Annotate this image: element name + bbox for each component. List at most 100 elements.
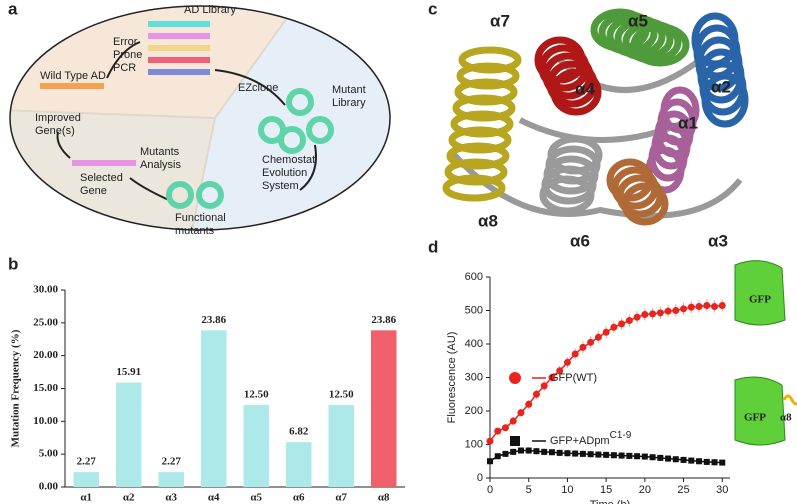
x-tick-label: 5 bbox=[526, 484, 532, 496]
node-label: Error Prone PCR bbox=[113, 36, 142, 74]
node-label: AD Library bbox=[184, 4, 236, 16]
point bbox=[656, 309, 664, 317]
helix-turn bbox=[630, 23, 690, 67]
point bbox=[556, 449, 563, 456]
series-line bbox=[489, 304, 723, 442]
helix-turn bbox=[454, 78, 518, 106]
value-label: 2.27 bbox=[77, 456, 97, 468]
point bbox=[487, 458, 493, 465]
point bbox=[657, 454, 664, 461]
point bbox=[703, 458, 710, 465]
value-label: 23.86 bbox=[201, 314, 226, 326]
x-tick-label: α2 bbox=[123, 492, 135, 504]
y-axis-label: Fluorescence (AU) bbox=[446, 332, 458, 424]
x-tick-label: 15 bbox=[600, 484, 612, 496]
y-tick-label: 500 bbox=[465, 304, 483, 316]
helix-label: α7 bbox=[490, 11, 510, 30]
value-label: 15.91 bbox=[116, 366, 141, 378]
node-label: Functional mutants bbox=[175, 212, 226, 237]
point bbox=[595, 451, 602, 458]
point bbox=[602, 328, 610, 336]
point bbox=[696, 458, 703, 465]
point bbox=[563, 358, 571, 366]
node-label: Chemostat Evolution System bbox=[262, 154, 315, 192]
y-tick-label: 30.00 bbox=[33, 284, 58, 296]
plasmids bbox=[166, 88, 334, 209]
point bbox=[556, 367, 564, 375]
y-tick-label: 10.00 bbox=[33, 415, 58, 427]
node-label: EZclone bbox=[238, 82, 278, 94]
legend-superscript: C1-9 bbox=[610, 430, 632, 441]
x-tick-label: α8 bbox=[378, 492, 390, 504]
x-tick-label: α5 bbox=[250, 492, 262, 504]
point bbox=[649, 310, 657, 318]
point bbox=[680, 305, 688, 313]
helix-turn bbox=[458, 46, 522, 74]
point bbox=[517, 409, 525, 417]
helix-turn bbox=[701, 72, 749, 128]
structure-labels: α1 α2 α3 α4 α5 α6 α7 α8 bbox=[478, 11, 731, 250]
panel-label: d bbox=[428, 237, 438, 256]
helix-turn bbox=[452, 94, 516, 122]
point bbox=[641, 453, 648, 460]
bar bbox=[286, 442, 312, 487]
point bbox=[634, 453, 641, 460]
x-tick-label: 0 bbox=[487, 484, 493, 496]
point bbox=[509, 417, 517, 425]
point bbox=[502, 450, 509, 457]
node-label: Mutant Library bbox=[332, 84, 366, 109]
helix-turn bbox=[448, 126, 512, 154]
point bbox=[533, 448, 540, 455]
point bbox=[719, 459, 726, 466]
y-tick-label: 0 bbox=[477, 472, 483, 484]
point bbox=[680, 456, 687, 463]
point bbox=[571, 350, 579, 358]
y-tick-label: 25.00 bbox=[33, 316, 58, 328]
point bbox=[672, 307, 680, 314]
x-axis-label: Time (h) bbox=[590, 499, 631, 504]
bar bbox=[371, 330, 397, 487]
helix-turn bbox=[450, 110, 514, 138]
y-tick-label: 0.00 bbox=[39, 481, 59, 493]
helix-turn bbox=[550, 68, 602, 116]
point bbox=[610, 323, 618, 331]
point bbox=[687, 303, 695, 311]
gfp-label: α8 bbox=[780, 412, 792, 424]
helix-label: α5 bbox=[628, 11, 648, 30]
helix-turn bbox=[444, 158, 508, 186]
point bbox=[594, 333, 602, 341]
point bbox=[711, 459, 718, 466]
y-tick-label: 15.00 bbox=[33, 382, 58, 394]
value-label: 12.50 bbox=[329, 388, 354, 400]
y-tick-label: 300 bbox=[465, 371, 483, 383]
x-tick-label: 30 bbox=[716, 484, 728, 496]
helix-turn bbox=[621, 182, 669, 226]
helix-label: α4 bbox=[575, 79, 595, 98]
point bbox=[540, 382, 548, 390]
x-tick-label: α3 bbox=[165, 492, 177, 504]
value-label: 12.50 bbox=[244, 388, 269, 400]
bar bbox=[243, 404, 269, 487]
value-label: 6.82 bbox=[289, 426, 309, 438]
panel-label: a bbox=[8, 0, 18, 18]
point bbox=[618, 320, 626, 328]
point bbox=[664, 307, 672, 315]
bar bbox=[73, 472, 99, 487]
point bbox=[610, 452, 617, 459]
x-tick-label: α1 bbox=[80, 492, 92, 504]
point bbox=[633, 313, 641, 321]
gfp-label: GFP bbox=[749, 294, 771, 306]
point bbox=[525, 447, 532, 454]
legend-label: GFP+ADpmC1-9 bbox=[550, 430, 632, 447]
gfp-icons: GFP GFP α8 bbox=[734, 260, 797, 446]
point bbox=[517, 447, 524, 454]
bar bbox=[116, 382, 142, 487]
value-label: 23.86 bbox=[371, 314, 396, 326]
point bbox=[625, 317, 633, 325]
point bbox=[532, 390, 540, 398]
helix-label: α2 bbox=[711, 77, 731, 96]
point bbox=[649, 454, 656, 461]
point bbox=[572, 450, 579, 457]
point bbox=[494, 453, 501, 460]
